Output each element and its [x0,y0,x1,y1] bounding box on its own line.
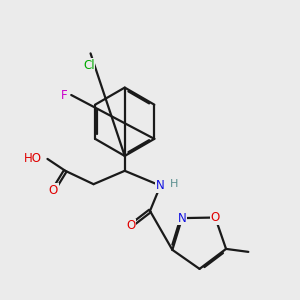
Text: HO: HO [23,152,41,165]
Text: F: F [61,88,67,101]
Text: O: O [49,184,58,196]
Text: N: N [156,179,165,192]
Text: H: H [169,179,178,189]
Text: O: O [126,219,135,232]
Text: Cl: Cl [83,59,95,72]
Text: O: O [211,211,220,224]
Text: N: N [178,212,186,225]
